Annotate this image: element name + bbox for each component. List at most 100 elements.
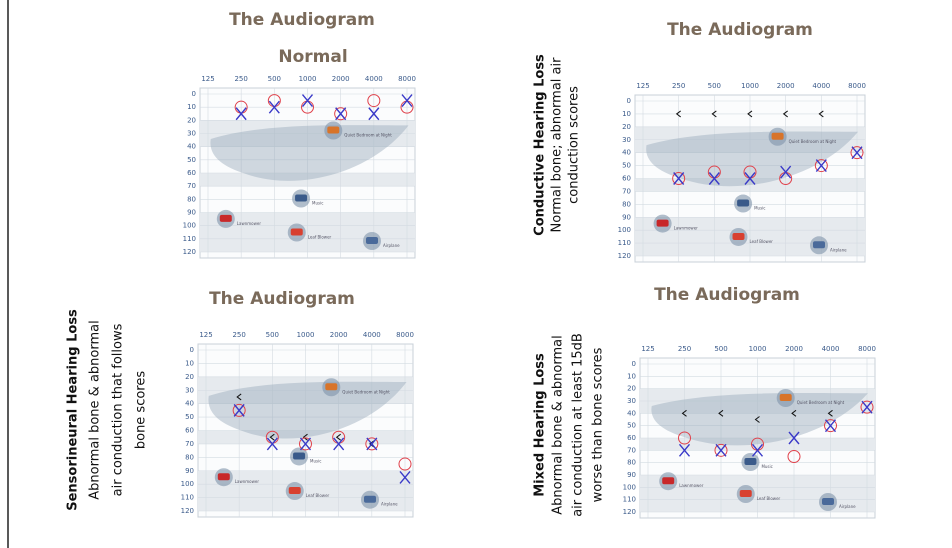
x-tick-label: 2000 [332,75,350,83]
side-text: conduction scores [567,86,582,204]
icon [744,458,756,465]
icon-label: Lawnmower [674,226,699,231]
y-tick-label: 120 [183,248,196,256]
y-tick-label: 90 [622,213,631,221]
y-tick-label: 10 [622,110,631,118]
y-tick-label: 10 [185,359,194,367]
y-tick-label: 20 [185,373,194,381]
y-tick-label: 100 [618,226,631,234]
icon [780,394,792,401]
side-text: air conduction at least 15dB [571,333,586,517]
y-tick-label: 20 [627,385,636,393]
icon-label: Lawnmower [235,479,260,484]
icon [737,200,749,207]
icon [662,477,674,484]
icon [293,452,305,459]
icon-label: Leaf Blower [306,493,330,498]
side-title: Conductive Hearing Loss [533,54,548,236]
y-tick-label: 110 [618,239,631,247]
y-tick-label: 40 [622,149,631,157]
y-tick-label: 70 [185,440,194,448]
icon-label: Music [312,201,323,206]
y-tick-label: 110 [183,235,196,243]
icon-label: Airplane [381,502,398,507]
x-tick-label: 250 [234,75,247,83]
icon [327,127,339,134]
y-tick-label: 80 [187,195,196,203]
icon-label: Quiet Bedroom at Night [789,139,837,144]
y-tick-label: 50 [187,156,196,164]
icon [366,237,378,244]
y-tick-label: 0 [190,346,194,354]
icon-label: Airplane [383,243,400,248]
y-tick-label: 10 [187,103,196,111]
y-tick-label: 30 [185,386,194,394]
icon [822,498,834,505]
icon [289,487,301,494]
x-tick-label: 1000 [749,345,767,353]
y-tick-label: 70 [187,182,196,190]
x-tick-label: 500 [708,82,721,90]
icon-label: Leaf Blower [750,239,774,244]
y-tick-label: 90 [187,209,196,217]
side-text: air conduction that follows [111,323,126,496]
icon-label: Quiet Bedroom at Night [344,133,392,138]
y-tick-label: 60 [627,434,636,442]
x-tick-label: 500 [266,331,279,339]
side-text: Abnormal bone & abnormal [551,335,566,514]
y-tick-label: 60 [187,169,196,177]
chart-title: The Audiogram [229,10,375,30]
chart-title: The Audiogram [667,20,813,40]
y-tick-label: 70 [622,187,631,195]
y-tick-label: 80 [627,459,636,467]
icon-label: Quiet Bedroom at Night [797,400,845,405]
icon [740,490,752,497]
y-tick-label: 100 [183,222,196,230]
icon [220,215,232,222]
icon-label: Lawnmower [237,221,262,226]
x-tick-label: 4000 [365,75,383,83]
x-tick-label: 8000 [858,345,876,353]
icon [295,195,307,202]
x-tick-label: 4000 [822,345,840,353]
y-tick-label: 120 [181,507,194,515]
icon [733,233,745,240]
x-tick-label: 2000 [777,82,795,90]
y-tick-label: 50 [622,162,631,170]
y-tick-label: 110 [623,496,636,504]
y-tick-label: 0 [192,90,196,98]
y-tick-label: 30 [187,130,196,138]
icon [772,133,784,140]
x-tick-label: 2000 [330,331,348,339]
y-tick-label: 10 [627,372,636,380]
icon-label: Leaf Blower [757,496,781,501]
x-tick-label: 125 [641,345,654,353]
y-tick-label: 110 [181,494,194,502]
y-tick-label: 60 [185,427,194,435]
icon-label: Quiet Bedroom at Night [342,389,390,394]
icon-label: Airplane [839,504,856,509]
side-text: Normal bone; abnormal air [550,57,565,233]
icon [813,241,825,248]
y-tick-label: 100 [623,483,636,491]
y-tick-label: 120 [618,252,631,260]
icon-label: Music [310,458,321,463]
y-tick-label: 30 [627,397,636,405]
icon [218,473,230,480]
x-tick-label: 1000 [299,75,317,83]
x-tick-label: 250 [678,345,691,353]
side-text: Abnormal bone & abnormal [88,320,103,499]
x-tick-label: 250 [672,82,685,90]
x-tick-label: 125 [636,82,649,90]
y-tick-label: 40 [185,400,194,408]
x-tick-label: 2000 [785,345,803,353]
icon-label: Music [754,206,765,211]
x-tick-label: 4000 [812,82,830,90]
x-tick-label: 1000 [741,82,759,90]
side-title: Mixed Hearing Loss [533,353,548,497]
x-tick-label: 4000 [363,331,381,339]
y-tick-label: 80 [185,453,194,461]
y-tick-label: 60 [622,175,631,183]
y-tick-label: 40 [187,143,196,151]
x-tick-label: 8000 [848,82,866,90]
